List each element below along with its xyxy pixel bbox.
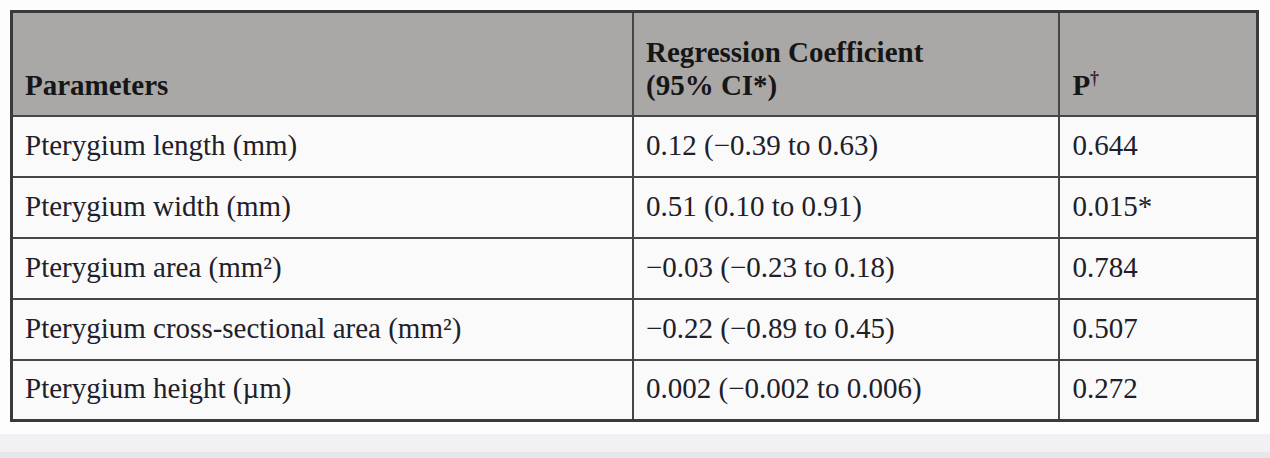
cell-coefficient: −0.22 (−0.89 to 0.45) — [633, 299, 1059, 360]
cell-p-value: 0.272 — [1059, 360, 1257, 421]
table-body: Pterygium length (mm) 0.12 (−0.39 to 0.6… — [12, 116, 1258, 421]
table-row: Pterygium length (mm) 0.12 (−0.39 to 0.6… — [12, 116, 1258, 177]
cell-parameter: Pterygium length (mm) — [12, 116, 633, 177]
coefficient-header-line1: Regression Coefficient — [646, 36, 1050, 69]
cell-p-value: 0.507 — [1059, 299, 1257, 360]
cell-parameter: Pterygium area (mm²) — [12, 238, 633, 299]
regression-table: Parameters Regression Coefficient (95% C… — [10, 10, 1259, 422]
coefficient-header-line2: (95% CI*) — [646, 69, 1050, 102]
cell-parameter: Pterygium height (µm) — [12, 360, 633, 421]
cell-coefficient: −0.03 (−0.23 to 0.18) — [633, 238, 1059, 299]
column-header-parameters: Parameters — [12, 12, 633, 116]
table-row: Pterygium width (mm) 0.51 (0.10 to 0.91)… — [12, 177, 1258, 238]
cell-p-value: 0.015* — [1059, 177, 1257, 238]
parameters-header-label: Parameters — [25, 69, 168, 101]
scanned-paper-table-page: Parameters Regression Coefficient (95% C… — [0, 0, 1270, 458]
cell-coefficient: 0.12 (−0.39 to 0.63) — [633, 116, 1059, 177]
table-header: Parameters Regression Coefficient (95% C… — [12, 12, 1258, 116]
column-header-regression-coefficient: Regression Coefficient (95% CI*) — [633, 12, 1059, 116]
cell-coefficient: 0.51 (0.10 to 0.91) — [633, 177, 1059, 238]
cell-p-value: 0.784 — [1059, 238, 1257, 299]
table-row: Pterygium cross-sectional area (mm²) −0.… — [12, 299, 1258, 360]
cell-p-value: 0.644 — [1059, 116, 1257, 177]
cell-parameter: Pterygium width (mm) — [12, 177, 633, 238]
cell-coefficient: 0.002 (−0.002 to 0.006) — [633, 360, 1059, 421]
table-row: Pterygium area (mm²) −0.03 (−0.23 to 0.1… — [12, 238, 1258, 299]
cell-parameter: Pterygium cross-sectional area (mm²) — [12, 299, 633, 360]
column-header-p-value: P† — [1059, 12, 1257, 116]
dagger-superscript: † — [1090, 69, 1099, 89]
p-header-label: P — [1072, 69, 1090, 101]
table-row: Pterygium height (µm) 0.002 (−0.002 to 0… — [12, 360, 1258, 421]
page-bottom-band — [0, 434, 1270, 458]
header-row: Parameters Regression Coefficient (95% C… — [12, 12, 1258, 116]
